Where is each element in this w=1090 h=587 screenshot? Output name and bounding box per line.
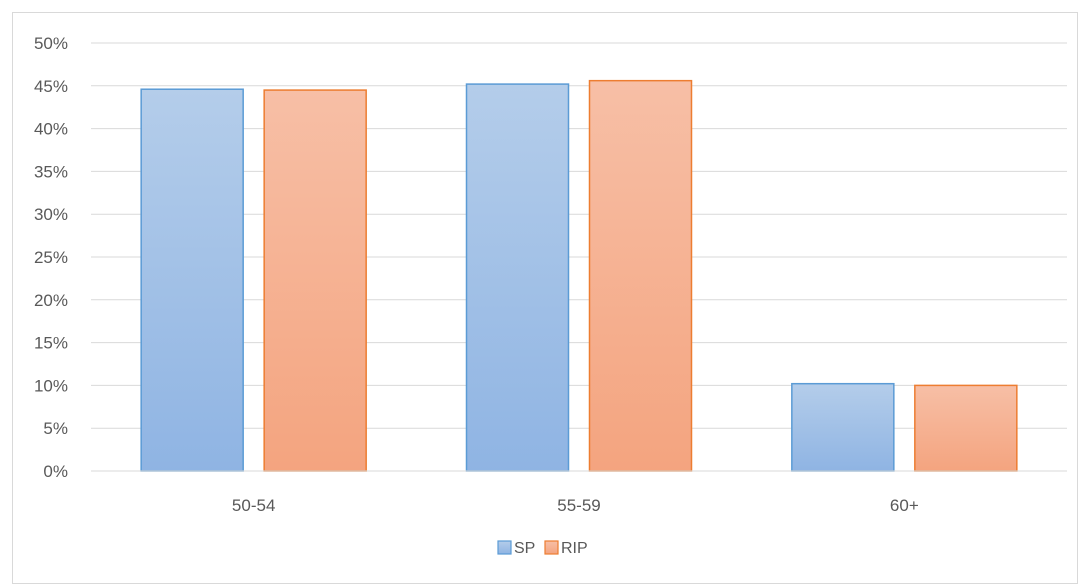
bar-sp-55-59 (465, 83, 570, 472)
bar-rip-50-54 (263, 89, 367, 472)
bar-sp-50-54 (140, 88, 244, 472)
legend-label: RIP (561, 540, 588, 557)
legend-swatch (497, 540, 512, 555)
gridlines (91, 42, 1067, 429)
bar-rip-55-59 (588, 79, 693, 472)
y-tick-label: 15% (34, 334, 68, 353)
x-category-label: 50-54 (232, 496, 275, 515)
y-tick-label: 45% (34, 77, 68, 96)
y-tick-label: 10% (34, 376, 68, 395)
legend-swatch (544, 540, 559, 555)
bars (140, 79, 1018, 472)
y-tick-label: 20% (34, 291, 68, 310)
y-tick-label: 25% (34, 248, 68, 267)
y-tick-label: 30% (34, 205, 68, 224)
x-category-label: 55-59 (557, 496, 600, 515)
y-tick-label: 50% (34, 34, 68, 53)
bar-sp-60+ (791, 382, 895, 472)
legend-label: SP (514, 540, 535, 557)
legend-item-rip: RIP (544, 540, 588, 557)
y-tick-label: 0% (43, 462, 68, 481)
legend-item-sp: SP (497, 540, 535, 557)
x-category-label: 60+ (890, 496, 919, 515)
legend: SP RIP (497, 540, 588, 557)
y-tick-label: 40% (34, 120, 68, 139)
bar-rip-60+ (914, 384, 1018, 472)
x-axis-category-labels: 50-54 55-59 60+ (232, 496, 919, 515)
y-axis-tick-labels: 0% 5% 10% 15% 20% 25% 30% 35% 40% 45% 50% (34, 34, 68, 481)
y-tick-label: 35% (34, 162, 68, 181)
y-tick-label: 5% (43, 419, 68, 438)
